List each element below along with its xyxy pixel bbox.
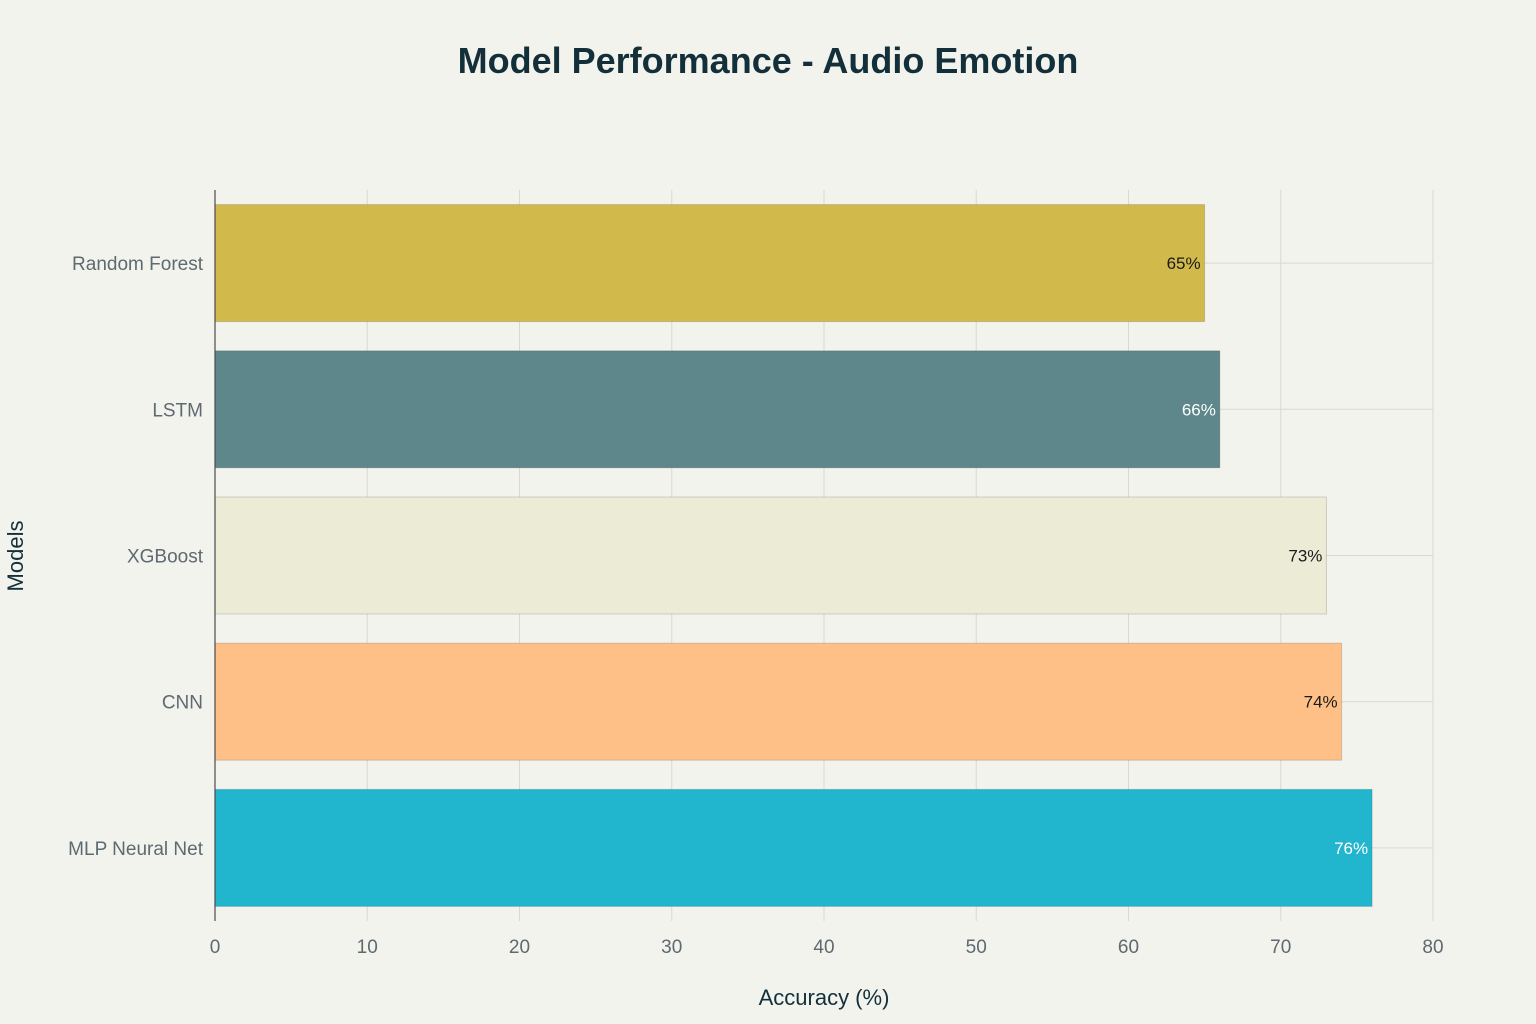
data-label: 73% xyxy=(1288,547,1322,566)
x-tick-label: 30 xyxy=(661,937,682,958)
bar xyxy=(214,204,1206,323)
category-label: MLP Neural Net xyxy=(68,839,204,860)
data-label: 65% xyxy=(1167,254,1201,273)
bar xyxy=(214,350,1221,469)
category-label: CNN xyxy=(162,693,203,714)
data-label: 66% xyxy=(1182,400,1216,419)
category-label: Random Forest xyxy=(72,254,204,275)
category-label: XGBoost xyxy=(127,547,204,568)
x-tick-label: 70 xyxy=(1270,937,1291,958)
x-tick-label: 0 xyxy=(210,937,221,958)
x-tick-label: 60 xyxy=(1118,937,1139,958)
category-label: LSTM xyxy=(152,400,203,421)
bar xyxy=(214,496,1327,615)
x-tick-label: 10 xyxy=(357,937,378,958)
x-axis-title: Accuracy (%) xyxy=(758,985,890,1010)
x-tick-label: 50 xyxy=(966,937,987,958)
bar xyxy=(214,642,1343,761)
bar xyxy=(214,788,1373,907)
chart-title: Model Performance - Audio Emotion xyxy=(457,40,1079,81)
x-tick-label: 40 xyxy=(813,937,834,958)
data-label: 74% xyxy=(1304,693,1338,712)
data-label: 76% xyxy=(1334,839,1368,858)
x-tick-label: 20 xyxy=(509,937,530,958)
x-tick-label: 80 xyxy=(1422,937,1443,958)
